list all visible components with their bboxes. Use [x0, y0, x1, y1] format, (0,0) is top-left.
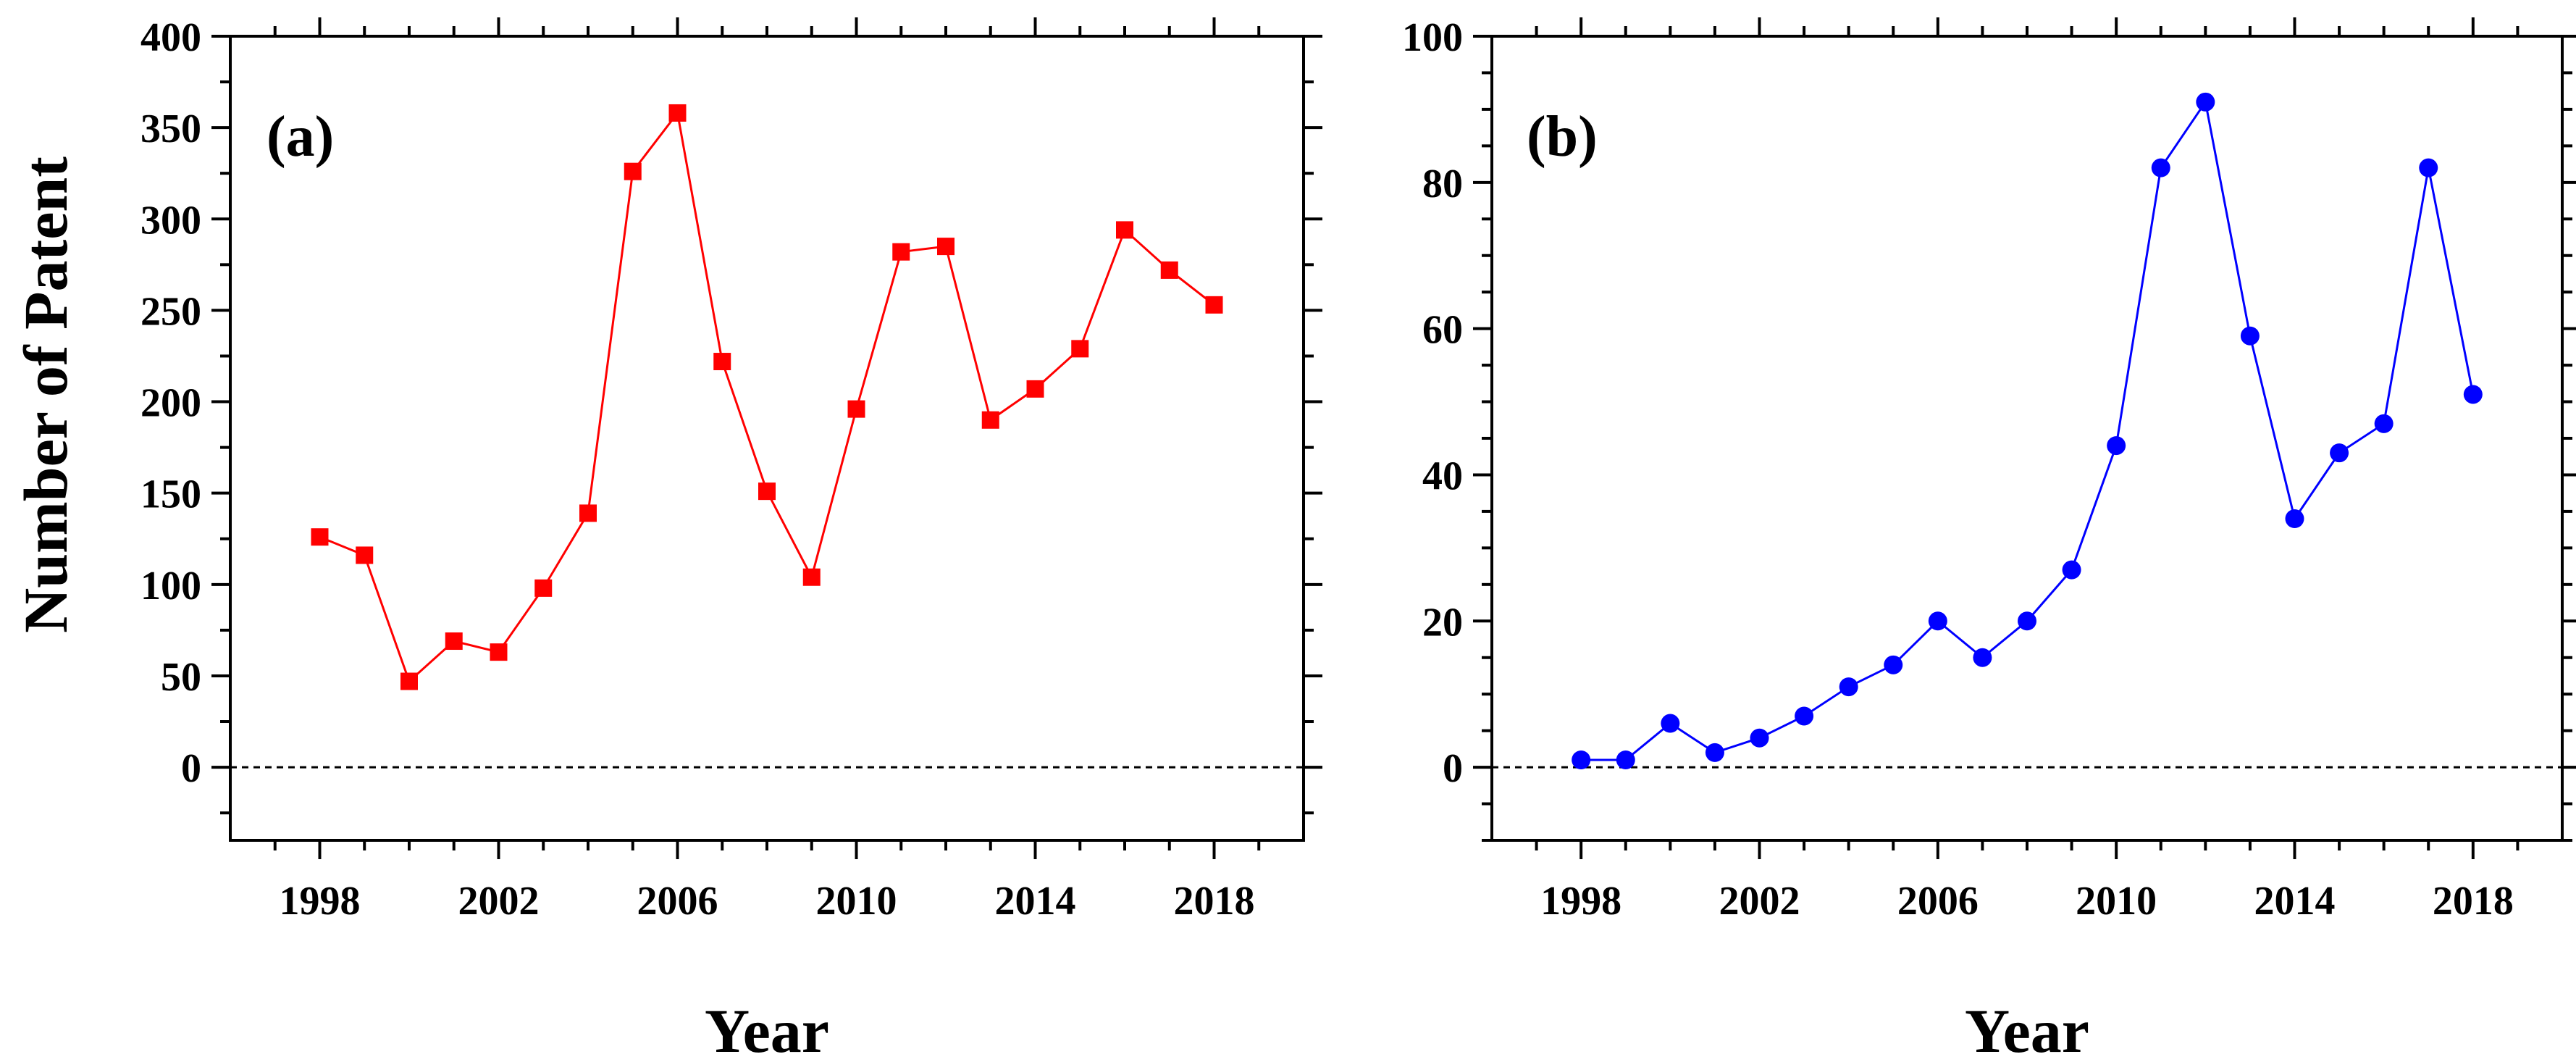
x-tick-label-a: 2018	[1174, 879, 1255, 924]
y-tick-label-b: 100	[1402, 15, 1463, 60]
chart-panel-a: 1998 2002 2006 2010 2014 2018 0 50 100 150 200 250 3…	[11, 15, 1322, 1062]
data-point-b-2007	[1973, 648, 1992, 667]
data-point-b-2010	[2107, 436, 2126, 456]
x-tick-label-b: 2002	[1719, 879, 1800, 924]
data-point-a-2002	[490, 643, 508, 661]
chart-panel-b: 1998 2002 2006 2010 2014 2018 0 20 40 60 80 100 (b) Y…	[1402, 15, 2576, 1062]
data-point-b-2001	[1705, 743, 1724, 762]
data-point-a-2004	[579, 504, 597, 522]
y-tick-label-a: 350	[140, 106, 201, 151]
data-point-b-2016	[2374, 414, 2394, 433]
y-tick-label-a: 300	[140, 198, 201, 243]
data-point-b-1999	[1616, 750, 1635, 769]
data-point-b-2008	[2018, 611, 2036, 631]
x-tick-label-b: 2010	[2076, 879, 2157, 924]
y-tick-label-b: 60	[1422, 308, 1463, 353]
data-point-a-2013	[981, 411, 999, 429]
data-point-b-2005	[1884, 655, 1903, 674]
data-point-a-2008	[758, 482, 776, 501]
data-point-a-1998	[311, 528, 329, 546]
data-point-a-2009	[802, 568, 821, 586]
x-tick-label-a: 2002	[458, 879, 540, 924]
y-tick-label-a: 200	[140, 381, 201, 426]
data-point-b-2003	[1795, 706, 1814, 726]
x-tick-label-b: 2014	[2254, 879, 2336, 924]
data-point-a-2007	[713, 353, 731, 371]
data-point-a-2018	[1205, 296, 1223, 314]
panel-label-b: (b)	[1527, 105, 1598, 169]
y-tick-label-b: 0	[1443, 746, 1463, 791]
data-point-b-2018	[2463, 385, 2483, 404]
data-point-a-2012	[937, 238, 955, 256]
x-tick-label-b: 2006	[1897, 879, 1979, 924]
plot-frame-a	[229, 35, 1305, 842]
x-axis-title-b: Year	[1965, 996, 2089, 1062]
x-axis-title-a: Year	[705, 996, 829, 1062]
panel-label-a: (a)	[267, 105, 334, 169]
data-point-b-2004	[1839, 677, 1858, 697]
data-point-b-2017	[2419, 158, 2438, 177]
series-line-a	[319, 110, 1215, 684]
data-point-a-2016	[1116, 221, 1133, 239]
y-tick-label-a: 100	[140, 564, 201, 609]
data-point-b-1998	[1572, 750, 1591, 769]
data-point-a-2005	[624, 162, 642, 180]
data-point-a-2003	[534, 579, 553, 597]
data-point-a-2006	[668, 104, 687, 122]
x-tick-label-a: 1998	[280, 879, 361, 924]
y-tick-label-a: 0	[181, 746, 201, 791]
data-point-a-2014	[1026, 380, 1044, 398]
y-tick-label-b: 40	[1422, 453, 1463, 498]
x-tick-label-a: 2014	[995, 879, 1076, 924]
data-point-b-2009	[2062, 560, 2081, 580]
data-point-b-2011	[2151, 158, 2170, 177]
y-tick-label-a: 400	[140, 15, 201, 60]
data-point-a-2000	[400, 672, 418, 690]
data-point-a-2011	[892, 243, 910, 261]
y-tick-label-b: 80	[1422, 162, 1463, 206]
x-tick-label-a: 2006	[637, 879, 718, 924]
y-tick-label-a: 250	[140, 289, 201, 334]
y-tick-label-a: 50	[161, 655, 201, 700]
data-point-a-2015	[1071, 340, 1089, 358]
data-point-b-2006	[1928, 611, 1947, 631]
data-point-a-2001	[445, 632, 463, 651]
data-point-b-2014	[2285, 509, 2304, 528]
data-point-b-2012	[2196, 92, 2215, 112]
x-tick-label-a: 2010	[816, 879, 897, 924]
data-point-a-2017	[1160, 261, 1178, 279]
y-tick-label-a: 150	[140, 472, 201, 517]
data-point-a-1999	[356, 546, 374, 564]
x-tick-label-b: 2018	[2433, 879, 2514, 924]
y-tick-label-b: 20	[1422, 600, 1463, 645]
plot-frame-b	[1490, 35, 2564, 842]
x-tick-label-b: 1998	[1540, 879, 1621, 924]
data-point-a-2010	[847, 400, 865, 418]
data-point-b-2000	[1661, 714, 1680, 733]
y-axis-title-a: Number of Patent	[11, 156, 80, 633]
data-point-b-2013	[2240, 326, 2260, 346]
series-line-b	[1581, 99, 2475, 761]
data-point-b-2015	[2330, 443, 2349, 463]
data-point-b-2002	[1750, 728, 1769, 748]
